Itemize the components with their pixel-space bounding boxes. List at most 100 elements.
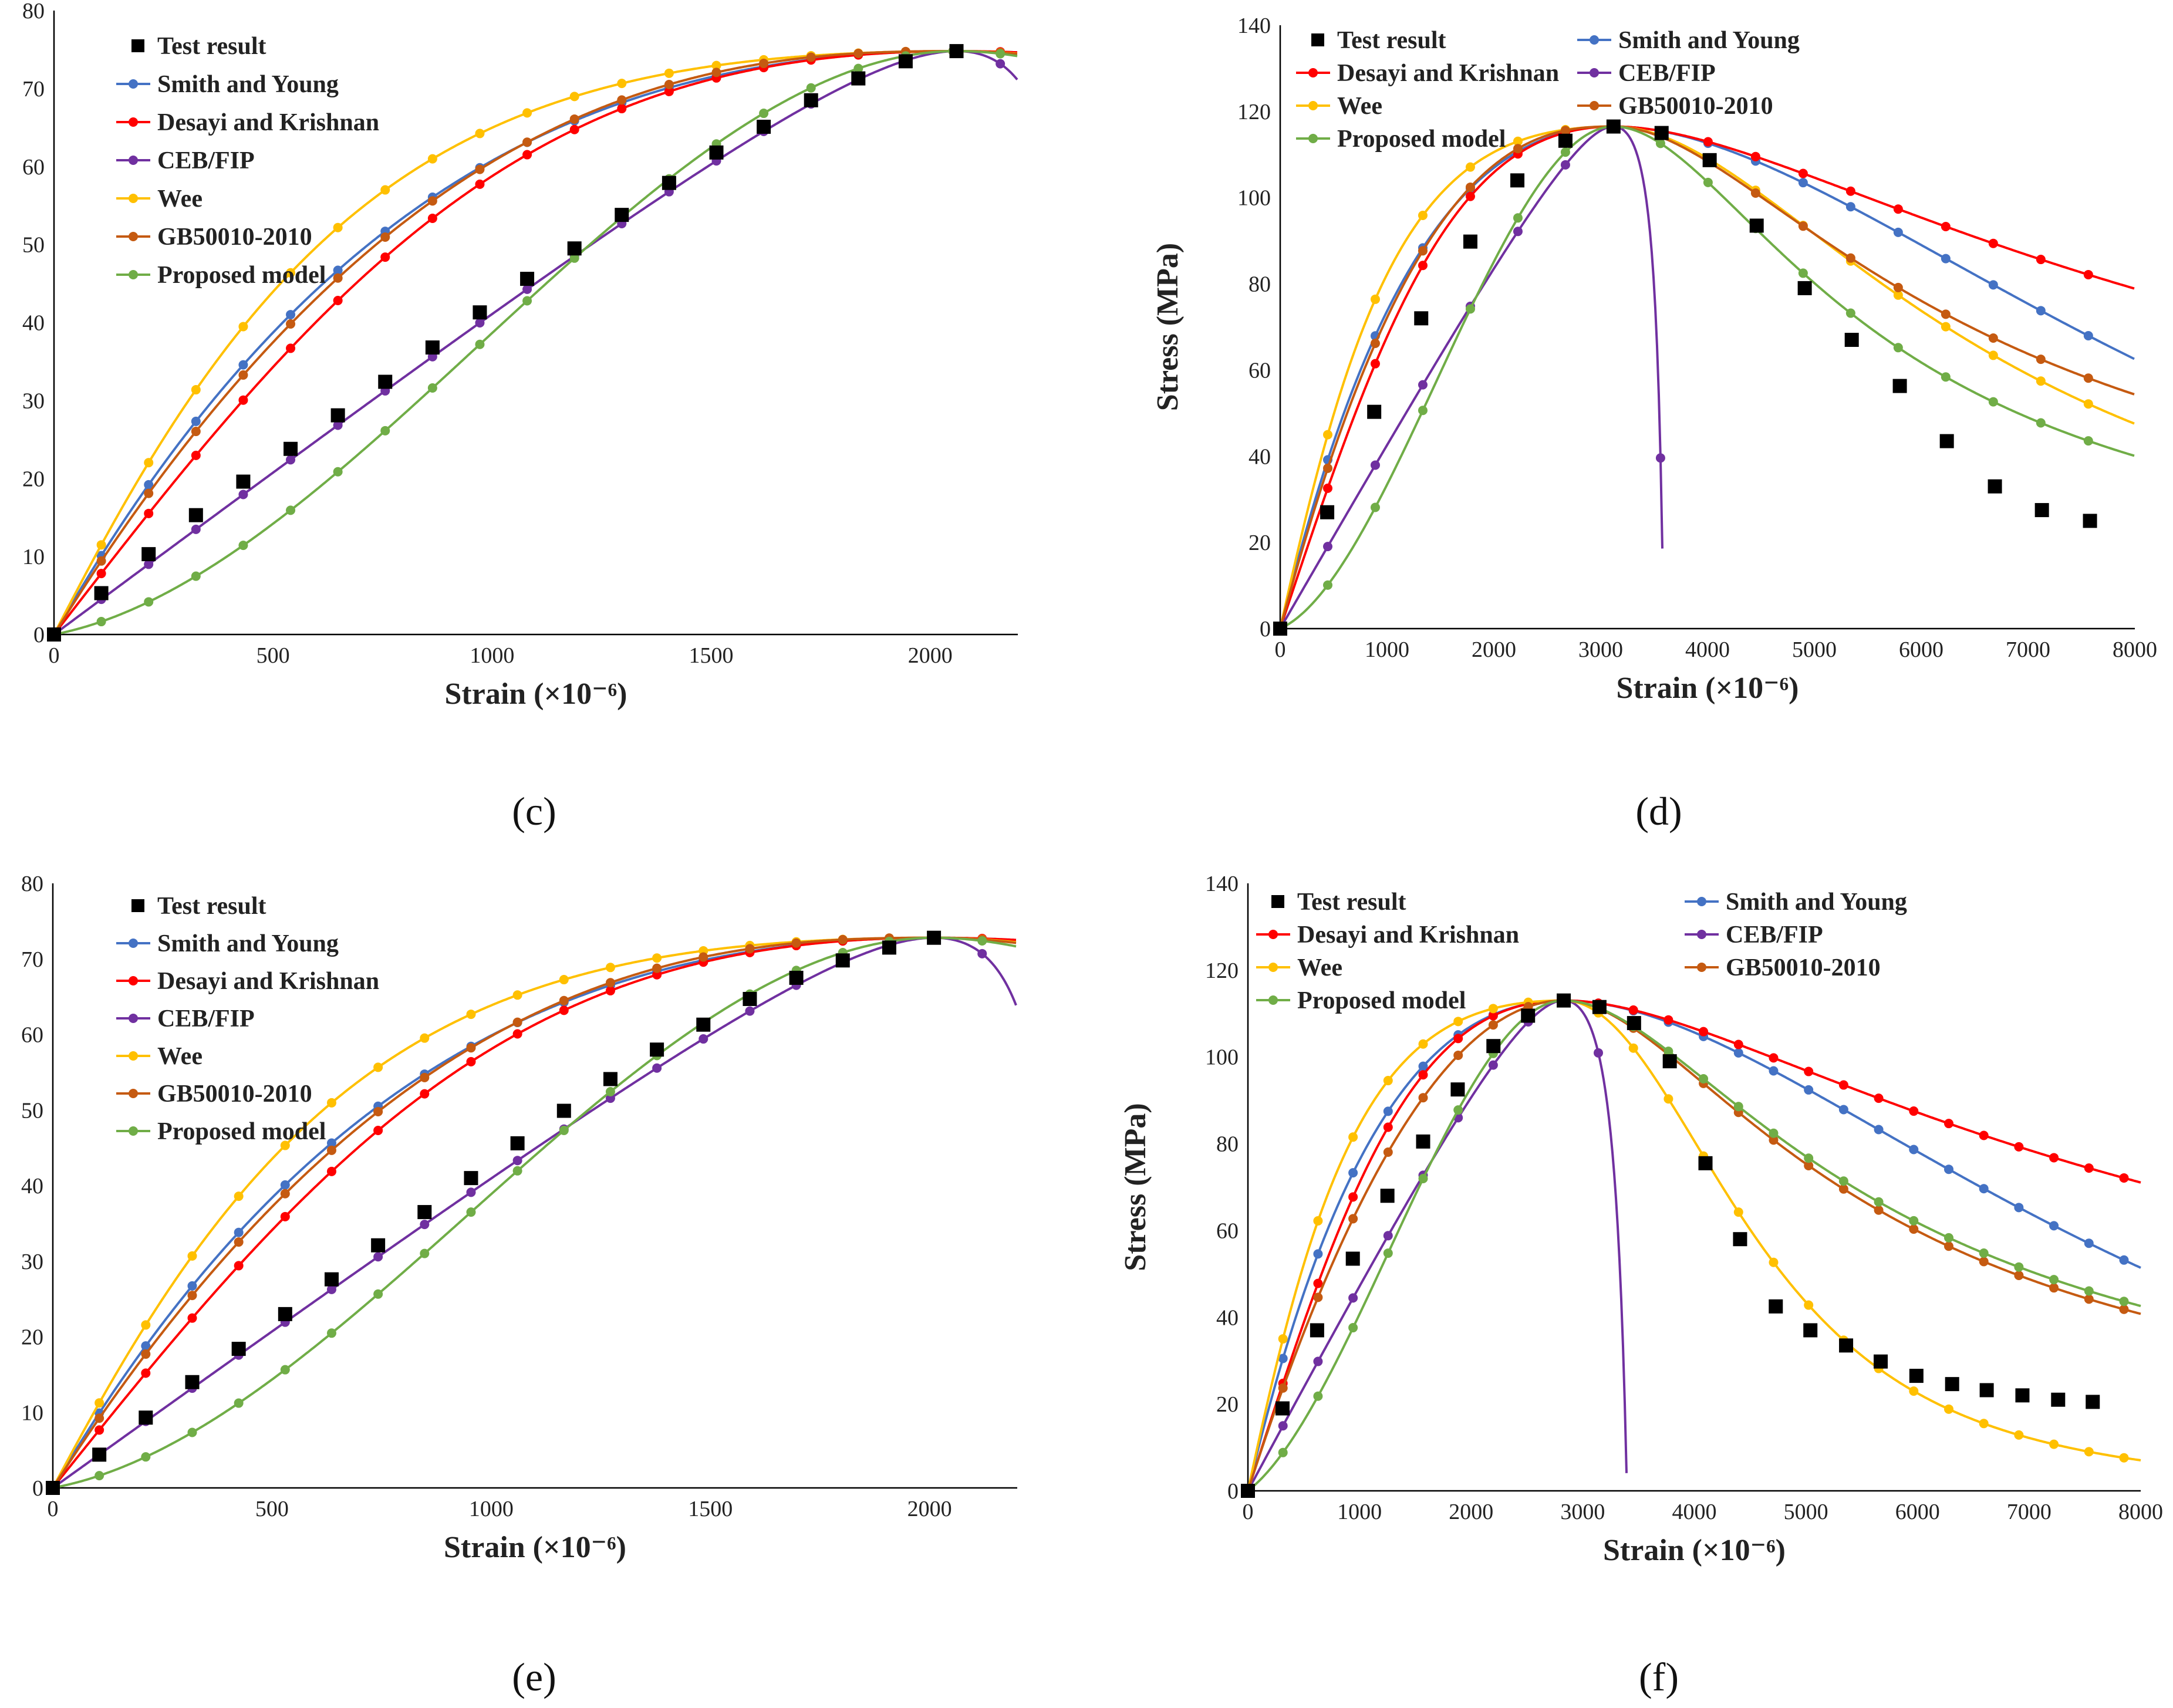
test-result-point — [804, 93, 818, 107]
legend-label: Test result — [157, 893, 266, 920]
series-marker — [238, 541, 248, 551]
series-marker — [2014, 1430, 2024, 1440]
test-result-point — [1909, 1369, 1924, 1383]
x-tick-label: 3000 — [1560, 1500, 1605, 1524]
legend-label: Desayi and Krishnan — [1337, 60, 1559, 87]
series-marker — [1909, 1224, 1919, 1234]
series-marker — [141, 1349, 151, 1359]
series-marker — [2036, 355, 2046, 364]
series-marker — [373, 1106, 383, 1116]
legend-swatch-marker — [1590, 35, 1599, 45]
legend-item-test-result: Test result — [1271, 889, 1406, 916]
series-marker — [2084, 1163, 2094, 1173]
series-marker — [1313, 1216, 1323, 1226]
series-line — [53, 936, 1017, 1489]
series-marker — [1488, 1011, 1498, 1021]
legend: Test result Smith and Young Desayi and Kri… — [116, 33, 379, 289]
test-result-point — [1345, 1251, 1360, 1266]
legend-swatch — [131, 899, 144, 912]
y-tick-label: 40 — [1216, 1305, 1239, 1330]
legend-label: Smith and Young — [157, 930, 339, 957]
legend-label: Desayi and Krishnan — [157, 968, 379, 995]
series-marker — [234, 1227, 244, 1237]
series-marker — [1370, 502, 1380, 512]
series-marker — [286, 319, 296, 329]
test-result-point — [1367, 404, 1382, 419]
series-line — [53, 936, 1017, 1489]
series-marker — [2119, 1304, 2129, 1314]
test-result-point — [1275, 1401, 1290, 1416]
legend-item-ceb-fip: CEB/FIP — [116, 1005, 255, 1032]
series-marker — [605, 985, 615, 995]
series-marker — [1383, 1147, 1393, 1157]
series-marker — [234, 1237, 244, 1247]
series-line — [1280, 125, 1664, 629]
test-result-point — [1803, 1323, 1818, 1338]
series-marker — [1699, 1027, 1709, 1037]
panel-e: 0 10 20 30 40 50 60 70 80 0 500 1000 1500 2000 Strain … — [0, 852, 1086, 1705]
test-result-point — [603, 1072, 618, 1086]
series-marker — [2084, 1447, 2094, 1457]
series-marker — [427, 213, 437, 223]
series-marker — [1699, 1074, 1709, 1083]
series-line — [1280, 125, 2135, 629]
series-marker — [191, 416, 201, 426]
series-marker — [791, 938, 801, 948]
legend-item-smith-and-young: Smith and Young — [1685, 889, 1907, 916]
legend-swatch-marker — [129, 1014, 138, 1023]
legend-label: CEB/FIP — [157, 147, 255, 174]
series-marker — [191, 385, 201, 395]
series-marker — [475, 164, 485, 174]
x-tick-label: 1000 — [1337, 1500, 1382, 1524]
series-marker — [1909, 1386, 1919, 1396]
series-marker — [605, 978, 615, 988]
y-tick-label: 20 — [21, 1325, 43, 1350]
series-marker — [559, 1005, 569, 1015]
series-marker — [1418, 380, 1428, 390]
series-marker — [1313, 1292, 1323, 1302]
test-result-point — [1486, 1039, 1501, 1054]
legend-label: Proposed model — [157, 262, 326, 289]
series-marker — [559, 995, 569, 1005]
legend-swatch-marker — [129, 232, 138, 241]
series-marker — [380, 252, 390, 262]
series-marker — [1845, 253, 1855, 263]
series-marker — [1664, 1015, 1673, 1025]
series-marker — [280, 1189, 290, 1199]
series-marker — [1383, 1231, 1393, 1241]
legend-item-proposed-model: Proposed model — [1296, 126, 1506, 153]
series-marker — [280, 1180, 290, 1190]
test-result-point — [1654, 126, 1669, 140]
series-marker — [1893, 343, 1903, 353]
x-tick-label: 5000 — [1784, 1500, 1828, 1524]
test-result-point — [1979, 1383, 1994, 1398]
series-marker — [1893, 204, 1903, 214]
y-tick-label: 60 — [21, 1023, 43, 1048]
series-marker — [1488, 1060, 1498, 1070]
series-marker — [1804, 1085, 1814, 1095]
x-tick-label: 0 — [1243, 1500, 1254, 1524]
series-marker — [1909, 1106, 1919, 1116]
panel-f: 0 20 40 60 80 100 120 140 0 1000 2000 3000 4000 5000 6… — [1086, 852, 2173, 1705]
legend-label: GB50010-2010 — [1618, 93, 1773, 120]
legend-item-gb50010-2010: GB50010-2010 — [1685, 954, 1881, 981]
series-marker — [1988, 397, 1998, 407]
x-tick-label: 500 — [257, 643, 290, 668]
legend-swatch-marker — [129, 194, 138, 203]
series-marker — [427, 154, 437, 164]
series-marker — [1988, 238, 1998, 248]
series-marker — [1769, 1053, 1779, 1063]
test-result-point — [141, 547, 156, 562]
series-marker — [2036, 255, 2046, 265]
series-marker — [420, 1248, 430, 1258]
series-marker — [380, 185, 390, 195]
legend-label: Desayi and Krishnan — [157, 109, 379, 136]
series-marker — [1804, 1066, 1814, 1076]
chart-d: 0 20 40 60 80 100 120 140 0 1000 2000 3000 4000 5000 6… — [1151, 13, 2157, 833]
series-marker — [605, 963, 615, 973]
legend-item-test-result: Test result — [131, 893, 266, 920]
series-marker — [1838, 1105, 1848, 1115]
series-marker — [280, 1140, 290, 1150]
test-result-point — [188, 508, 203, 522]
series-marker — [569, 253, 579, 263]
